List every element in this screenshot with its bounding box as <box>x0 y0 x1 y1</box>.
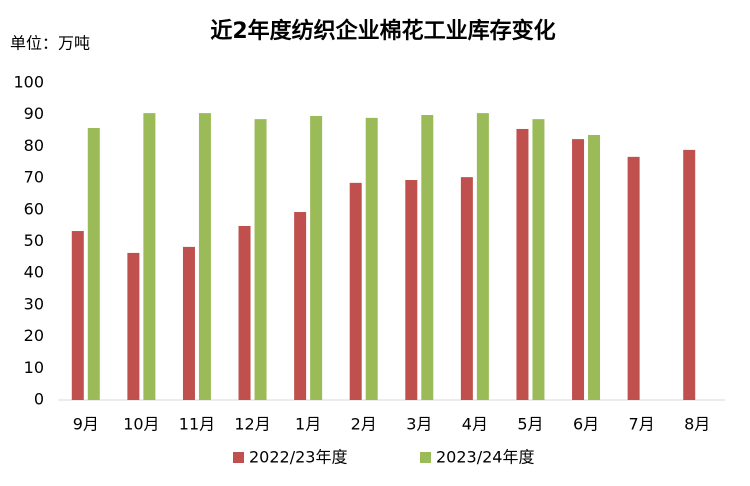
y-tick-label: 100 <box>13 73 44 92</box>
y-tick-label: 10 <box>24 358 44 377</box>
x-tick-label: 10月 <box>123 415 159 434</box>
legend-label: 2023/24年度 <box>436 448 534 467</box>
y-tick-label: 20 <box>24 326 44 345</box>
x-tick-label: 12月 <box>234 415 270 434</box>
x-tick-label: 3月 <box>406 415 432 434</box>
bar <box>254 119 267 400</box>
x-tick-label: 2月 <box>351 415 377 434</box>
x-tick-label: 1月 <box>295 415 321 434</box>
bar <box>627 156 640 400</box>
bar <box>238 225 251 400</box>
bar <box>71 231 84 400</box>
x-tick-label: 5月 <box>517 415 543 434</box>
legend-swatch <box>233 452 244 463</box>
bar <box>588 134 601 400</box>
bar <box>349 182 362 400</box>
bar <box>127 252 140 400</box>
x-tick-label: 6月 <box>573 415 599 434</box>
bar <box>476 113 489 401</box>
bar <box>365 117 378 401</box>
bar <box>683 149 696 400</box>
bar <box>143 113 156 401</box>
bar <box>294 212 307 400</box>
chart-title: 近2年度纺织企业棉花工业库存变化 <box>210 18 555 44</box>
bar <box>421 115 434 400</box>
y-tick-label: 40 <box>24 263 44 282</box>
x-tick-label: 11月 <box>179 415 215 434</box>
y-tick-label: 90 <box>24 104 44 123</box>
unit-label: 单位：万吨 <box>10 34 90 53</box>
bar <box>198 113 211 401</box>
bar <box>572 139 585 400</box>
bar <box>532 119 545 400</box>
bar <box>310 115 323 400</box>
y-tick-label: 50 <box>24 231 44 250</box>
y-tick-label: 80 <box>24 136 44 155</box>
x-tick-label: 7月 <box>629 415 655 434</box>
bar <box>87 128 100 400</box>
y-tick-label: 0 <box>34 390 44 409</box>
y-tick-label: 70 <box>24 168 44 187</box>
bar <box>405 180 418 400</box>
bar <box>182 246 195 400</box>
legend-swatch <box>420 452 431 463</box>
x-tick-label: 8月 <box>684 415 710 434</box>
x-tick-label: 4月 <box>462 415 488 434</box>
y-tick-label: 60 <box>24 199 44 218</box>
y-tick-label: 30 <box>24 294 44 313</box>
x-tick-label: 9月 <box>73 415 99 434</box>
bar <box>460 177 473 400</box>
bar <box>516 128 529 400</box>
legend-label: 2022/23年度 <box>249 448 347 467</box>
